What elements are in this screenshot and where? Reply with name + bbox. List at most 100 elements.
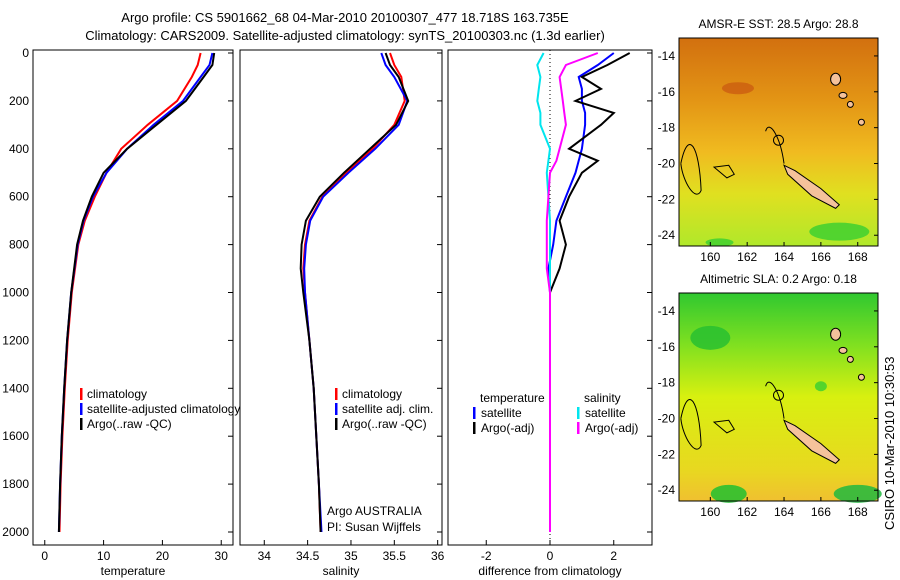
map-title: Altimetric SLA: 0.2 Argo: 0.18 <box>700 272 857 286</box>
y-tick-label: -18 <box>658 121 676 135</box>
x-tick-label: 36 <box>431 549 445 563</box>
y-tick-label: -22 <box>658 447 676 461</box>
legend-header: temperature <box>480 391 545 405</box>
y-tick-label: 400 <box>9 142 29 156</box>
map-field <box>679 293 878 501</box>
x-tick-label: 30 <box>215 549 229 563</box>
x-tick-label: 162 <box>737 250 757 264</box>
x-tick-label: 0 <box>41 549 48 563</box>
sla-map: Altimetric SLA: 0.2 Argo: 0.18 160 162 164 1… <box>658 272 882 519</box>
x-tick-label: 164 <box>774 505 794 519</box>
legend-swatch <box>577 407 580 419</box>
x-tick-label: 162 <box>737 505 757 519</box>
series-line-argo-raw-qc- <box>299 52 410 533</box>
x-tick-label: 20 <box>156 549 170 563</box>
pi-label: PI: Susan Wijffels <box>327 520 421 534</box>
island-vanuatu <box>830 72 842 86</box>
y-tick-label: 200 <box>9 94 29 108</box>
y-tick-label: -24 <box>658 228 676 242</box>
plot-frame <box>32 49 234 546</box>
depth-contour <box>712 164 735 179</box>
profile-panel-2: 34 34.5 35 35.5 36 salinity climatologysatelli… <box>239 49 445 578</box>
legend-swatch <box>335 388 338 400</box>
depth-contour <box>765 381 785 419</box>
y-tick-label: 2000 <box>2 525 29 539</box>
x-tick-label: 164 <box>774 250 794 264</box>
legend-label: Argo(..raw -QC) <box>87 417 172 431</box>
legend-swatch <box>80 403 83 415</box>
y-tick-label: -22 <box>658 192 676 206</box>
y-tick-label: 1200 <box>2 333 29 347</box>
legend-swatch <box>335 418 338 430</box>
x-tick-label: 34.5 <box>296 549 320 563</box>
y-tick-label: 1800 <box>2 477 29 491</box>
y-tick-label: 600 <box>9 190 29 204</box>
x-axis-label: salinity <box>323 564 360 578</box>
island-vanuatu <box>838 91 848 99</box>
map-title: AMSR-E SST: 28.5 Argo: 28.8 <box>698 17 858 31</box>
legend-swatch <box>80 388 83 400</box>
x-tick-label: 166 <box>811 250 831 264</box>
series-line-salinity-satellite <box>536 52 552 532</box>
x-tick-label: 168 <box>848 505 868 519</box>
x-tick-label: 35.5 <box>383 549 407 563</box>
x-tick-label: 10 <box>97 549 111 563</box>
map-anomaly-patch <box>690 325 731 350</box>
x-tick-label: 160 <box>700 250 720 264</box>
y-tick-label: -16 <box>658 85 676 99</box>
island-vanuatu <box>857 373 865 381</box>
y-tick-label: 1600 <box>2 429 29 443</box>
legend-label: Argo(..raw -QC) <box>342 417 427 431</box>
depth-contour <box>680 143 702 195</box>
y-tick-label: -14 <box>658 304 676 318</box>
depth-contour <box>773 134 784 146</box>
x-tick-label: -2 <box>481 549 492 563</box>
x-tick-label: 2 <box>610 549 617 563</box>
legend-header: salinity <box>584 391 621 405</box>
y-tick-label: 800 <box>9 238 29 252</box>
x-tick-label: 34 <box>258 549 272 563</box>
plot-frame <box>239 49 443 546</box>
map-anomaly-patch <box>710 484 747 503</box>
y-tick-label: -18 <box>658 376 676 390</box>
profile-panel-1: 0 10 20 30 temperature 0 200 400 600 800 1000 1200 1… <box>2 46 240 578</box>
x-tick-label: 166 <box>811 505 831 519</box>
y-tick-label: -24 <box>658 483 676 497</box>
x-tick-label: 160 <box>700 505 720 519</box>
y-tick-label: -16 <box>658 340 676 354</box>
map-anomaly-patch <box>833 484 882 503</box>
title-line-1: Argo profile: CS 5901662_68 04-Mar-2010 … <box>121 10 569 25</box>
legend-label: satellite adj. clim. <box>342 402 433 416</box>
y-tick-label: -14 <box>658 49 676 63</box>
map-anomaly-patch <box>721 82 754 95</box>
series-line-argo-raw-qc- <box>57 52 216 533</box>
island-vanuatu <box>857 118 865 126</box>
x-tick-label: 0 <box>547 549 554 563</box>
island-vanuatu <box>838 346 848 354</box>
y-tick-label: -20 <box>658 412 676 426</box>
title-line-2: Climatology: CARS2009. Satellite-adjuste… <box>85 28 605 43</box>
depth-contour <box>680 398 702 450</box>
legend-swatch <box>80 418 83 430</box>
legend-swatch <box>473 407 476 419</box>
x-axis-label: difference from climatology <box>478 564 621 578</box>
map-field <box>679 38 878 246</box>
legend-label: satellite <box>481 406 522 420</box>
depth-contour <box>765 126 785 164</box>
map-frame <box>678 292 879 502</box>
depth-contour <box>773 389 784 401</box>
depth-contour <box>712 419 735 434</box>
timestamp-stamp: CSIRO 10-Mar-2010 10:30:53 <box>882 357 897 530</box>
legend-swatch <box>335 403 338 415</box>
island-vanuatu <box>830 327 842 341</box>
legend-label: satellite-adjusted climatology <box>87 402 240 416</box>
island-new-caledonia <box>783 164 841 209</box>
legend-label: climatology <box>87 387 147 401</box>
x-tick-label: 168 <box>848 250 868 264</box>
map-frame <box>678 37 879 247</box>
series-line-salinity-argo-adj- <box>545 52 599 532</box>
legend-swatch <box>577 422 580 434</box>
legend-label: Argo(-adj) <box>481 421 534 435</box>
